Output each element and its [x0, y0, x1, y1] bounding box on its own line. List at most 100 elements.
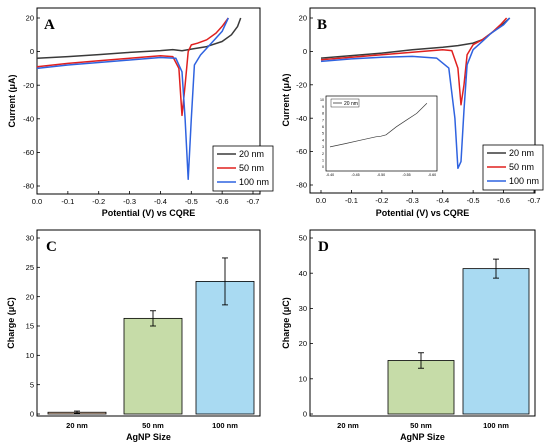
panel-a-frame	[36, 7, 261, 195]
ytick-label: 25	[26, 263, 34, 272]
panel-b-xticks: 0.0 -0.1 -0.2 -0.3 -0.4 -0.5 -0.6 -0.7	[316, 190, 541, 205]
xtick-label: -0.7	[528, 196, 541, 205]
inset-ytick-label: 1	[322, 159, 324, 163]
xtick-label: -0.5	[185, 197, 198, 206]
panel-d-xlabel: AgNP Size	[400, 432, 445, 442]
panel-a-legend: 20 nm 50 nm 100 nm	[212, 145, 274, 192]
inset-ytick-label: 0	[322, 165, 324, 169]
xtick-label: -0.2	[375, 196, 388, 205]
category-label: 50 nm	[410, 421, 432, 430]
panel-b-lines	[320, 17, 511, 170]
panel-b-legend: 20 nm 50 nm 100 nm	[482, 144, 544, 191]
xtick-label: -0.3	[406, 196, 419, 205]
panel-a-yticks: -80 -60 -40 -20 0 20	[23, 14, 40, 191]
ytick-label: 30	[299, 304, 307, 313]
inset-xtick-label: -0.40	[326, 173, 334, 177]
panel-c-categories: 20 nm 50 nm 100 nm	[66, 421, 238, 430]
panel-b-xlabel: Potential (V) vs CQRE	[376, 208, 470, 218]
panel-a-xticks: 0.0 -0.1 -0.2 -0.3 -0.4 -0.5 -0.6 -0.7	[32, 191, 260, 206]
inset-ytick-label: 2	[322, 152, 324, 156]
inset-ytick-label: 7	[322, 118, 324, 122]
inset-xtick-label: -0.55	[402, 173, 410, 177]
inset-lines	[329, 103, 428, 148]
xtick-label: -0.2	[92, 197, 105, 206]
ytick-label: -40	[23, 114, 34, 123]
legend-b-50nm: 50 nm	[509, 162, 534, 172]
panel-d: D 0 10 20 30 40 50 20 nm 50 nm 100 nm AgNP Size…	[281, 229, 536, 442]
panel-a-letter: A	[44, 17, 55, 33]
panel-d-categories: 20 nm 50 nm 100 nm	[337, 421, 509, 430]
ytick-label: 30	[26, 234, 34, 243]
panel-c-yticks: 0 5 10 15 20 25 30	[26, 234, 40, 419]
panel-c-letter: C	[46, 239, 57, 255]
panel-d-bars	[387, 258, 530, 415]
inset-xtick-label: -0.60	[428, 173, 436, 177]
inset-legend-20nm: 20 nm	[344, 101, 358, 107]
xtick-label: -0.1	[61, 197, 74, 206]
xtick-label: 0.0	[32, 197, 42, 206]
ytick-label: 0	[303, 47, 307, 56]
ytick-label: 10	[299, 374, 307, 383]
inset-ytick-label: 4	[322, 138, 324, 142]
xtick-label: -0.3	[123, 197, 136, 206]
panel-d-ylabel: Charge (μC)	[281, 297, 291, 349]
legend-a-100nm: 100 nm	[239, 177, 269, 187]
ytick-label: -60	[296, 147, 307, 156]
category-label: 20 nm	[66, 421, 88, 430]
series-line-50nm	[320, 17, 508, 106]
category-label: 50 nm	[142, 421, 164, 430]
category-label: 100 nm	[483, 421, 509, 430]
inset-xtick-label: -0.50	[377, 173, 385, 177]
ytick-label: 5	[30, 380, 34, 389]
series-line-50nm	[36, 17, 229, 117]
bar-100nm	[462, 268, 530, 415]
xtick-label: -0.5	[467, 196, 480, 205]
series-line-20nm	[36, 17, 242, 60]
ytick-label: -20	[23, 81, 34, 90]
legend-a-50nm: 50 nm	[239, 163, 264, 173]
ytick-label: 20	[26, 292, 34, 301]
ytick-label: 20	[299, 339, 307, 348]
xtick-label: -0.6	[497, 196, 510, 205]
panel-a: A 0.0 -0.1 -0.2 -0.3 -0.4 -0.5 -0.6 -0.7 -80 -60…	[7, 7, 274, 218]
panel-c: C 0 5 10 15 20 25 30 20 nm 50 nm 100 nm AgNP Siz…	[6, 229, 261, 442]
inset-xtick-label: -0.45	[351, 173, 359, 177]
xtick-label: -0.1	[345, 196, 358, 205]
ytick-label: 10	[26, 351, 34, 360]
panel-b-yticks: -80 -60 -40 -20 0 20	[296, 14, 313, 190]
category-label: 100 nm	[212, 421, 238, 430]
panel-c-frame	[36, 229, 261, 417]
ytick-label: -20	[296, 80, 307, 89]
panel-a-ylabel: Current (μA)	[7, 74, 17, 127]
series-line-100nm	[320, 17, 511, 170]
legend-b-100nm: 100 nm	[509, 176, 539, 186]
legend-b-20nm: 20 nm	[509, 148, 534, 158]
inset-xticks: -0.40 -0.45 -0.50 -0.55 -0.60	[326, 173, 436, 177]
inset-ytick-label: 8	[322, 112, 324, 116]
bar-50nm	[123, 317, 183, 415]
xtick-label: -0.4	[154, 197, 167, 206]
inset-series-line	[329, 103, 428, 148]
panel-a-xlabel: Potential (V) vs CQRE	[102, 208, 196, 218]
inset-ytick-label: 9	[322, 105, 324, 109]
ytick-label: 15	[26, 322, 34, 331]
ytick-label: 0	[303, 410, 307, 419]
ytick-label: 0	[30, 410, 34, 419]
inset-ytick-label: 6	[322, 125, 324, 129]
panel-b-ylabel: Current (μA)	[281, 73, 291, 126]
ytick-label: 20	[26, 14, 34, 23]
ytick-label: 50	[299, 234, 307, 243]
xtick-label: 0.0	[316, 196, 326, 205]
panel-b-frame	[309, 7, 536, 194]
inset-frame	[325, 95, 438, 172]
panel-d-yticks: 0 10 20 30 40 50	[299, 234, 313, 419]
inset-ytick-label: 3	[322, 145, 324, 149]
xtick-label: -0.7	[247, 197, 260, 206]
ytick-label: -60	[23, 148, 34, 157]
panel-d-letter: D	[318, 239, 329, 255]
inset-yticks: 0 1 2 3 4 5 6 7 8 9 10	[320, 98, 324, 169]
panel-b-inset: -0.40 -0.45 -0.50 -0.55 -0.60 0 1 2 3 4 5 6 7 8 9 10 2…	[320, 95, 438, 177]
xtick-label: -0.4	[436, 196, 449, 205]
ytick-label: 20	[299, 14, 307, 23]
